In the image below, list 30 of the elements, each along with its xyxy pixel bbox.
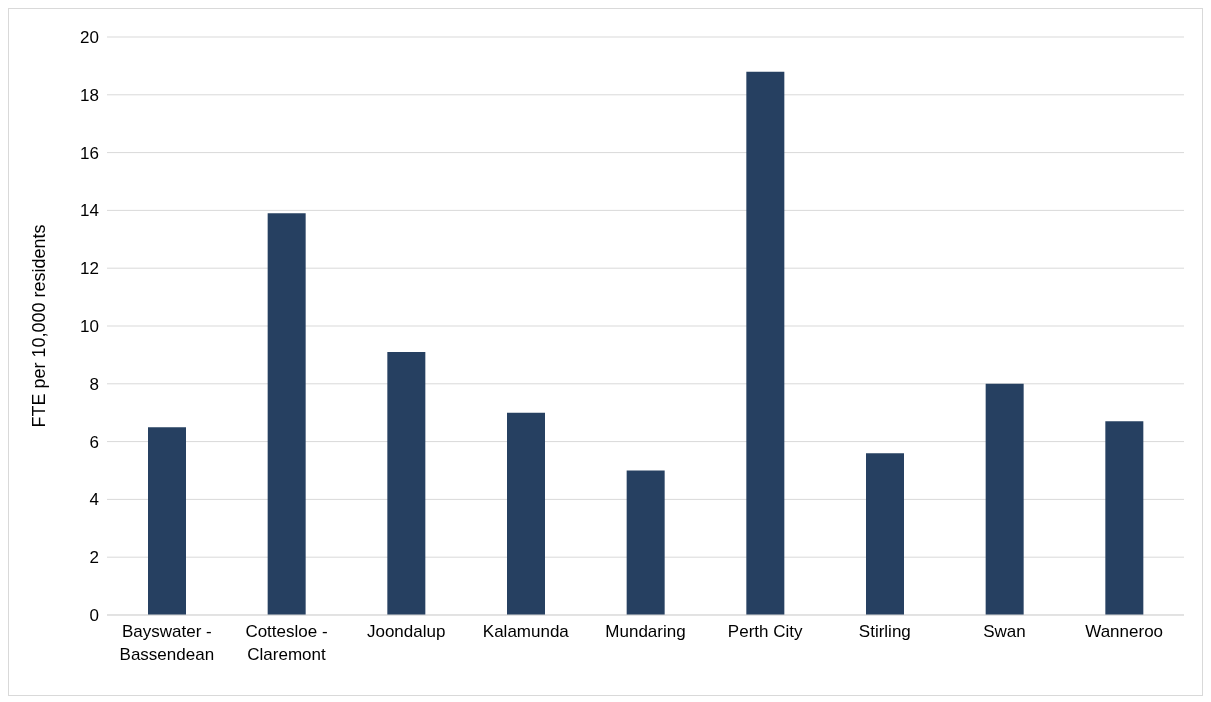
- y-tick-label: 20: [80, 28, 99, 48]
- bar: [1105, 421, 1144, 615]
- x-tick-label: Bayswater - Bassendean: [119, 622, 215, 664]
- y-tick-label: 4: [89, 490, 99, 510]
- y-tick-label: 10: [80, 317, 99, 337]
- x-tick-label: Wanneroo: [1085, 622, 1164, 641]
- bar: [507, 412, 545, 615]
- y-tick-label: 14: [80, 201, 99, 221]
- bar: [387, 352, 426, 615]
- x-tick-label: Swan: [983, 622, 1026, 641]
- bar: [746, 71, 785, 615]
- x-tick-label: Perth City: [727, 622, 803, 641]
- x-tick-label: Cottesloe - Claremont: [245, 622, 328, 664]
- y-tick-label: 8: [89, 374, 99, 394]
- y-axis-title: FTE per 10,000 residents: [29, 224, 50, 428]
- y-tick-label: 12: [80, 259, 99, 279]
- y-tick-label: 16: [80, 143, 99, 163]
- bar: [148, 427, 186, 615]
- y-tick-label: 0: [89, 606, 99, 626]
- bar: [985, 383, 1024, 615]
- x-tick-label: Joondalup: [366, 622, 446, 641]
- bar: [267, 213, 306, 615]
- x-tick-label: Stirling: [858, 622, 911, 641]
- bar: [866, 453, 904, 615]
- x-tick-label: Kalamunda: [482, 622, 570, 641]
- y-tick-label: 2: [89, 548, 99, 568]
- y-tick-label: 18: [80, 85, 99, 105]
- bar: [626, 470, 665, 615]
- x-tick-label: Mundaring: [605, 622, 686, 641]
- y-tick-label: 6: [89, 432, 99, 452]
